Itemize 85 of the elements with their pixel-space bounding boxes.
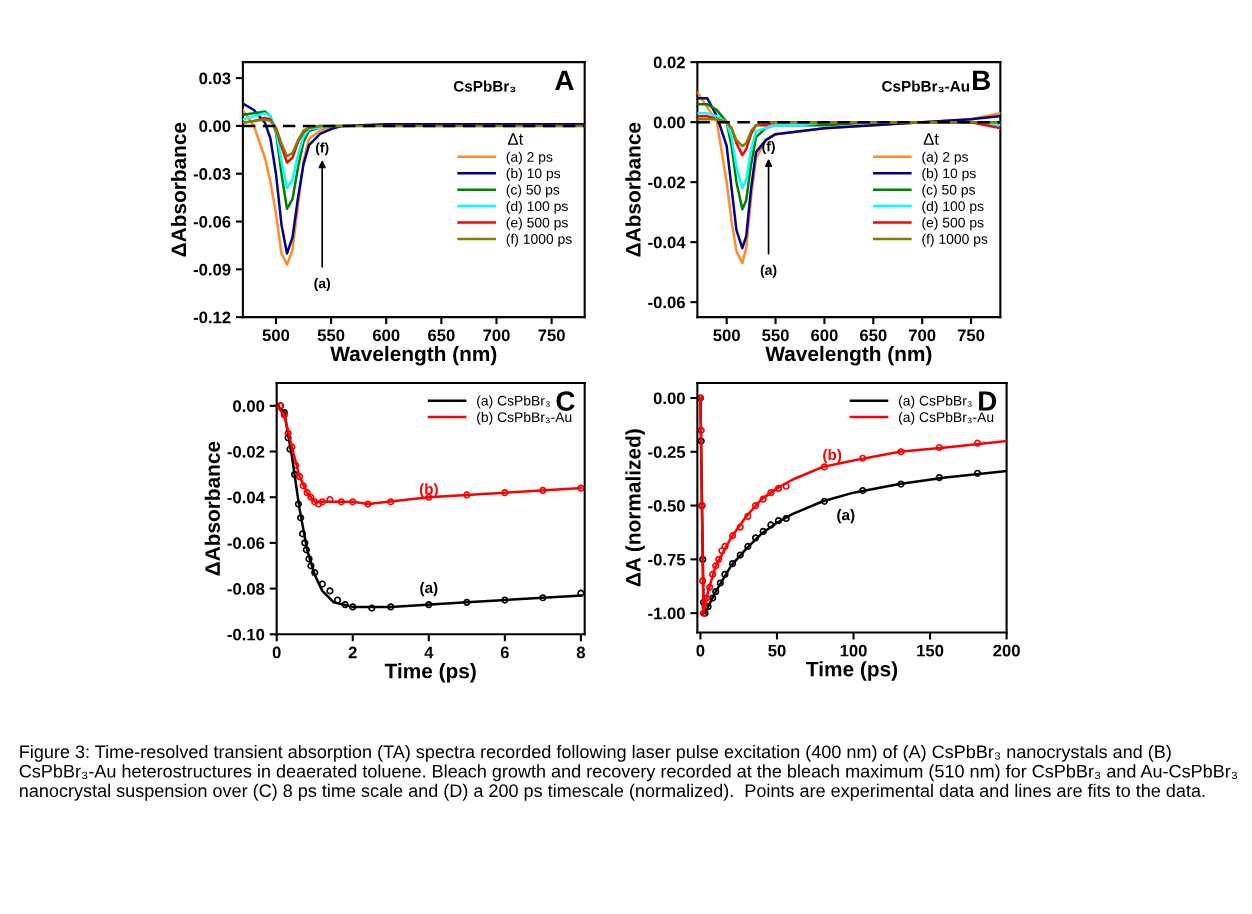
y-tick-label: -0.06 [193,215,231,228]
x-tick-label: 100 [840,644,867,657]
legend-label: (b) 10 ps [506,168,561,181]
x-tick-label: 500 [262,329,290,342]
x-tick-label: 8 [576,646,586,659]
y-tick-label: -0.04 [227,491,265,504]
legend-label: (f) 1000 ps [922,233,988,247]
x-tick-label: 500 [713,329,740,342]
legend-label: (c) 50 ps [922,184,975,198]
y-tick-label: 0.02 [653,56,685,69]
annotation: (f) [315,142,329,156]
x-tick-label: 4 [424,646,434,659]
x-tick-label: 6 [500,646,509,659]
annotation: (a) [420,581,438,597]
x-axis-title: Time (ps) [806,661,898,681]
y-tick-label: -1.00 [648,607,685,620]
x-axis-title: Time (ps) [384,663,476,683]
chart-title: A [555,70,574,90]
legend-label: (a) CsPbBr₃ [477,395,550,409]
legend-label: (e) 500 ps [506,217,568,231]
legend-title: Δt [508,133,524,145]
x-tick-label: 650 [860,329,887,342]
x-tick-label: 0 [696,644,705,657]
text: CsPbBr₃ [453,80,516,93]
legend-label: (e) 500 ps [922,217,984,231]
y-tick-label: -0.06 [227,537,265,550]
annotation: (b) [823,448,842,464]
y-tick-label: 0.00 [653,116,685,129]
x-tick-label: 550 [317,329,345,342]
y-tick-label: -0.06 [648,296,685,309]
text: CsPbBr₃-Au [882,80,970,93]
y-tick-label: -0.25 [648,446,686,458]
x-tick-label: 700 [908,329,936,342]
y-tick-label: 0.00 [233,400,265,413]
legend-label: (a) CsPbBr₃ [899,395,972,409]
y-axis-title: ΔAbsorbance [170,122,187,257]
x-tick-label: 150 [917,644,944,657]
annotation: (a) [314,278,330,291]
y-axis-title: ΔA (normalized) [625,429,645,587]
x-tick-label: 600 [372,329,400,342]
chart-title: D [979,391,997,411]
legend-label: (a) 2 ps [506,151,553,165]
x-tick-label: 750 [957,329,985,342]
legend-title: Δt [923,133,939,145]
legend-label: (f) 1000 ps [506,233,572,247]
legend-label: (d) 100 ps [506,200,568,214]
x-tick-label: 50 [768,644,786,657]
chart-title: B [973,70,990,90]
y-tick-label: 0.00 [653,392,685,405]
x-tick-label: 650 [428,329,455,342]
legend-label: (b) CsPbBr₃-Au [477,411,572,425]
annotation: (a) [837,509,855,524]
x-tick-label: 600 [811,329,838,342]
legend-label: (a) CsPbBr₃-Au [899,411,994,425]
legend-label: (a) 2 ps [922,151,969,165]
annotation: (b) [419,483,438,498]
legend-label: (b) 10 ps [922,168,976,181]
y-axis-title: ΔAbsorbance [204,441,221,576]
caption: Figure 3: Time-resolved transient absorption (TA) spectra recorded following laser pulse excitation (400 nm) of (A) CsPbBr₃ nanocrystals and (B) CsPbBr₃-Au heterostructures in deaerated toluene. Bleach growth and recovery recorded at the bleach maximum (510 nm) for CsPbBr₃ and Au-CsPbBr₃ nanocrystal suspension over (C) 8 ps time scale and (D) a 200 ps timescale (normalized). Points are experimental data and lines are fits to the data. [19,744,1238,801]
y-tick-label: -0.10 [227,628,265,641]
annotation: (f) [762,141,775,155]
y-tick-label: -0.04 [648,236,686,249]
y-tick-label: -0.12 [193,311,231,324]
chart-title: C [556,391,575,411]
y-tick-label: 0.03 [199,72,231,85]
annotation: (a) [760,264,777,278]
x-axis-title: Wavelength (nm) [765,345,932,366]
y-tick-label: -0.02 [648,176,685,189]
y-axis-title: ΔAbsorbance [625,122,641,257]
y-tick-label: -0.09 [193,263,231,276]
x-tick-label: 2 [348,646,357,659]
y-tick-label: -0.08 [227,583,265,595]
x-axis-title: Wavelength (nm) [330,345,497,366]
y-tick-label: 0.00 [199,120,231,133]
y-tick-label: -0.03 [193,168,231,180]
x-tick-label: 0 [272,646,281,659]
y-tick-label: -0.50 [648,499,685,512]
y-tick-label: -0.02 [227,445,265,458]
legend-label: (c) 50 ps [506,184,560,198]
y-tick-label: -0.75 [648,553,686,566]
x-tick-label: 750 [538,329,565,342]
x-tick-label: 700 [483,329,510,342]
x-tick-label: 200 [993,644,1020,657]
x-tick-label: 550 [762,329,789,342]
legend-label: (d) 100 ps [922,200,984,214]
